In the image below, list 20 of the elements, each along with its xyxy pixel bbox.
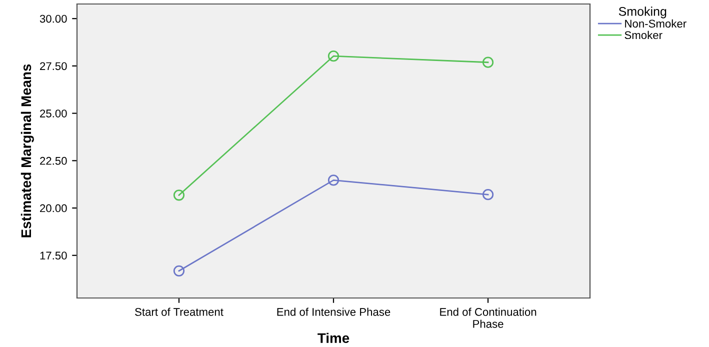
point <box>173 265 185 276</box>
x-axis-title: Time <box>318 332 350 344</box>
y-tick-label: 22.50 <box>40 156 67 165</box>
x-tick-label: End of Continuation Phase <box>440 308 536 328</box>
point <box>482 56 494 68</box>
point <box>173 190 185 201</box>
point <box>328 174 340 186</box>
legend-title: Smoking <box>618 6 666 18</box>
point <box>482 189 494 200</box>
y-axis-title: Estimated Marginal Means <box>20 64 34 238</box>
y-tick-label: 25.00 <box>40 110 67 118</box>
point <box>328 50 340 62</box>
y-tick-label: 27.50 <box>40 62 67 70</box>
y-tick-label: 17.50 <box>40 252 67 260</box>
legend-label: Smoker <box>624 30 662 40</box>
y-tick-label: 20.00 <box>40 204 67 212</box>
x-tick-label: Start of Treatment <box>135 308 224 316</box>
x-tick-label: End of Intensive Phase <box>277 308 390 316</box>
legend-label: Non-Smoker <box>625 19 686 28</box>
y-tick-label: 30.00 <box>40 14 67 23</box>
